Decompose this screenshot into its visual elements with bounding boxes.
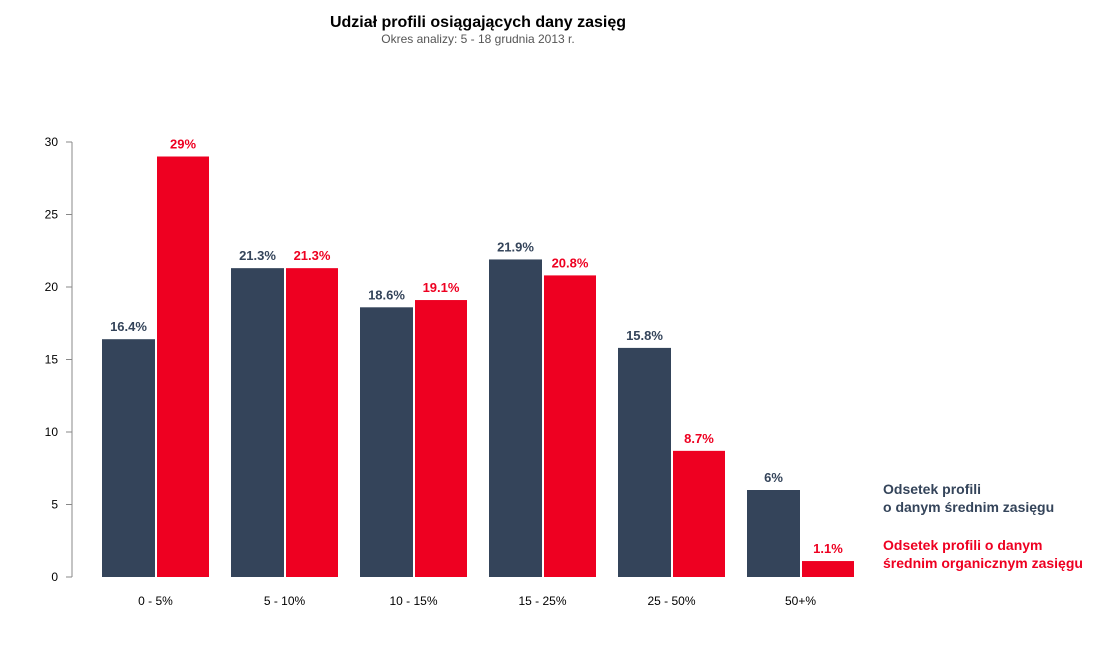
bar-series-0-2 — [360, 307, 413, 577]
bar-series-1-1 — [286, 268, 338, 577]
chart-subtitle: Okres analizy: 5 - 18 grudnia 2013 r. — [381, 32, 574, 46]
y-tick-label: 5 — [51, 498, 58, 512]
bar-series-0-3 — [489, 259, 542, 577]
y-tick-label: 30 — [45, 135, 59, 149]
x-tick-label: 10 - 15% — [389, 594, 437, 608]
x-tick-label: 0 - 5% — [138, 594, 173, 608]
bars: 16.4% 29% 0 - 5% 21.3% 21.3% 5 - 10% 18.6% 19.1… — [102, 137, 854, 608]
data-label: 20.8% — [552, 255, 589, 270]
x-tick-label: 50+% — [785, 594, 816, 608]
legend: Odsetek profili o danym średnim zasięgu Od… — [883, 481, 1083, 571]
y-tick-label: 20 — [45, 280, 59, 294]
bar-series-1-0 — [157, 156, 209, 577]
bar-series-0-1 — [231, 268, 284, 577]
data-label: 19.1% — [423, 280, 460, 295]
y-tick-label: 0 — [51, 570, 58, 584]
y-tick-label: 15 — [45, 353, 59, 367]
bar-series-1-3 — [544, 275, 596, 577]
x-tick-label: 15 - 25% — [518, 594, 566, 608]
data-label: 6% — [764, 470, 783, 485]
data-label: 18.6% — [368, 287, 405, 302]
x-tick-label: 25 - 50% — [647, 594, 695, 608]
y-tick-label: 10 — [45, 425, 59, 439]
data-label: 16.4% — [110, 319, 147, 334]
bar-series-1-4 — [673, 450, 725, 577]
bar-series-0-4 — [618, 347, 671, 577]
chart-title: Udział profili osiągających dany zasięg — [330, 14, 626, 31]
data-label: 29% — [170, 137, 196, 152]
y-tick-label: 25 — [45, 208, 59, 222]
bar-series-0-0 — [102, 339, 155, 577]
data-label: 1.1% — [813, 541, 843, 556]
data-label: 21.9% — [497, 239, 534, 254]
x-tick-label: 5 - 10% — [264, 594, 306, 608]
y-axis: 0 5 10 15 20 25 30 — [45, 135, 73, 584]
bar-series-1-2 — [415, 300, 467, 577]
bar-series-1-5 — [802, 561, 854, 577]
bar-series-0-5 — [747, 490, 800, 577]
data-label: 21.3% — [294, 248, 331, 263]
data-label: 8.7% — [684, 431, 714, 446]
legend-entry-1: Odsetek profili o danym średnim organiczn… — [883, 537, 1083, 571]
legend-entry-0: Odsetek profili o danym średnim zasięgu — [883, 481, 1054, 515]
data-label: 15.8% — [626, 328, 663, 343]
data-label: 21.3% — [239, 248, 276, 263]
